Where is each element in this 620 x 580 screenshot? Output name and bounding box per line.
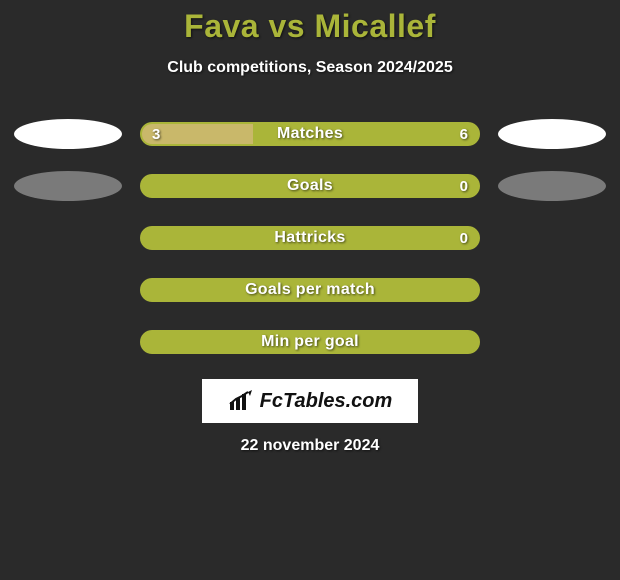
spacer — [14, 223, 122, 253]
player-b-marker — [498, 119, 606, 149]
stat-bar: 36Matches — [140, 122, 480, 146]
spacer — [14, 275, 122, 305]
stat-bar: 0Goals — [140, 174, 480, 198]
stat-bar: Min per goal — [140, 330, 480, 354]
stat-row: 36Matches — [0, 119, 620, 149]
spacer — [498, 223, 606, 253]
stat-row: Min per goal — [0, 327, 620, 357]
spacer — [498, 327, 606, 357]
stat-label: Goals — [142, 176, 478, 196]
stat-row: Goals per match — [0, 275, 620, 305]
stat-row: 0Hattricks — [0, 223, 620, 253]
footer-date: 22 november 2024 — [0, 437, 620, 455]
player-a-marker — [14, 119, 122, 149]
player-b-marker — [498, 171, 606, 201]
spacer — [14, 327, 122, 357]
brand-logo: FcTables.com — [202, 379, 418, 423]
stat-row: 0Goals — [0, 171, 620, 201]
stat-bars: 36Matches 0Goals 0Hattricks Goals per match… — [0, 119, 620, 357]
stat-label: Min per goal — [142, 332, 478, 352]
player-a-marker — [14, 171, 122, 201]
spacer — [498, 275, 606, 305]
comparison-card: Fava vs Micallef Club competitions, Seas… — [0, 0, 620, 455]
stat-label: Matches — [142, 124, 478, 144]
brand-text: FcTables.com — [260, 390, 393, 413]
page-title: Fava vs Micallef — [0, 8, 620, 45]
chart-icon — [228, 390, 256, 412]
stat-label: Hattricks — [142, 228, 478, 248]
stat-bar: Goals per match — [140, 278, 480, 302]
page-subtitle: Club competitions, Season 2024/2025 — [0, 59, 620, 77]
stat-label: Goals per match — [142, 280, 478, 300]
stat-bar: 0Hattricks — [140, 226, 480, 250]
